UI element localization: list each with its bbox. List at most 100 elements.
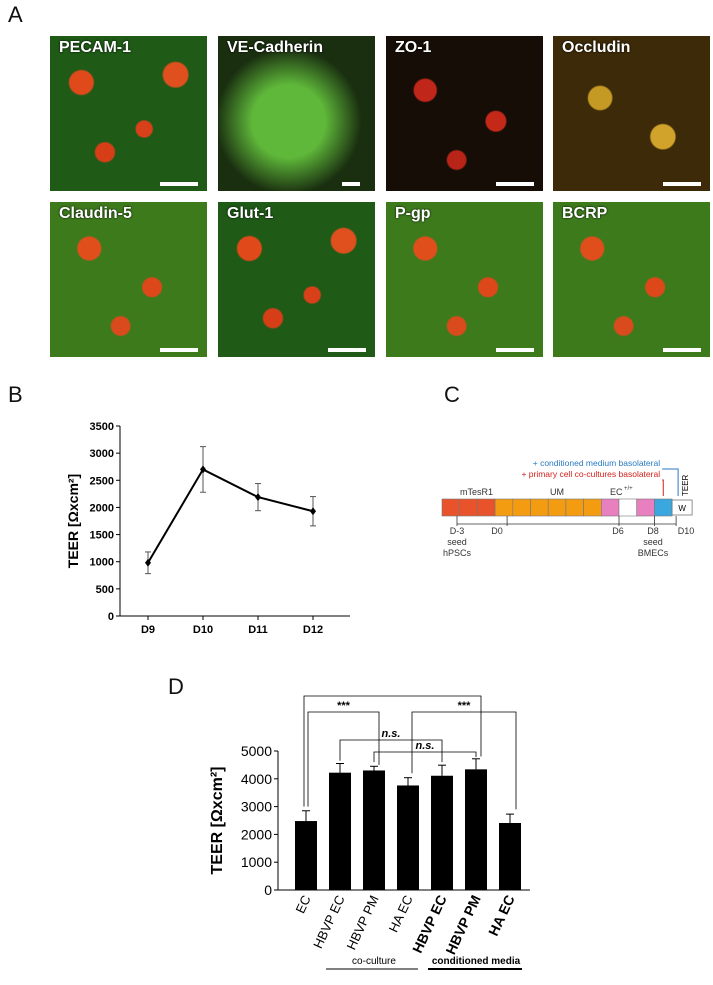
micrograph-label: BCRP [562,205,608,222]
timeline-tick-label: D10 [677,526,695,536]
stage-label: EC [610,487,623,497]
panel-letter-b: B [8,382,23,407]
micrograph-label: P-gp [395,205,431,222]
x-tick-label: D11 [248,624,268,636]
x-tick-label: HBVP PM [442,893,483,957]
micrograph-image [553,36,710,191]
coculture-arrow [662,479,664,496]
timeline-cell [654,498,673,517]
y-tick-label: 0 [108,611,114,623]
sig-bracket-ec-hbvppm [307,711,380,807]
data-point [255,493,261,502]
timeline-cell [636,498,655,517]
y-tick-label: 2000 [90,502,114,514]
y-axis-label: TEER [Ωxcm²] [209,767,226,875]
sig-bracket-ec-hbvppm-label: *** [337,700,351,712]
scale-bar [663,182,701,186]
sig-bracket-ec-hbvppm-cm-label: ** [388,690,397,696]
micrograph-label: Claudin-5 [59,205,132,222]
timeline-tick-label: D8 seed BMECs [637,526,669,558]
bar [363,770,385,890]
x-tick-label: HBVP EC [310,893,348,951]
x-tick-label: EC [292,893,313,916]
micrograph-label: Occludin [562,39,631,56]
micrograph-image [386,36,543,191]
teer-label: TEER [681,474,690,496]
group-label-coculture: co-culture [352,956,396,967]
x-tick-label: HA EC [485,893,518,939]
data-point [145,558,151,567]
micrograph-tile: PECAM-1 [50,36,207,191]
y-tick-label: 3500 [90,421,114,433]
scale-bar [496,348,534,352]
stage-label: UM [550,487,564,497]
bar [431,775,453,890]
differentiation-timeline: W TEER mTesR1 UM EC +/+ + conditioned medium b… [441,458,693,526]
data-point [310,507,316,516]
y-tick-label: 3000 [241,799,272,815]
x-tick-label: HA EC [386,893,416,935]
scale-bar [160,348,198,352]
scale-bar [496,182,534,186]
teer-line [147,468,314,564]
panel-letter-c: C [444,382,460,407]
timeline-cell [512,498,531,517]
sig-bracket-hbvpec-label: n.s. [382,728,401,740]
x-tick-label: D12 [303,624,323,636]
conditioned-arrow [662,468,679,496]
y-tick-label: 5000 [241,743,272,759]
sig-bracket-hbvpec [339,739,443,763]
y-tick-label: 500 [96,584,114,596]
timeline-tick-label: D-3 seed hPSCs [442,526,471,558]
bar [329,772,351,890]
scale-bar [160,182,198,186]
micrograph-image [50,36,207,191]
timeline-tick-label: D6 [612,526,624,536]
sig-bracket-ec-hbvppm-cm [303,695,482,807]
micrograph-image [386,202,543,357]
scale-bar [328,348,366,352]
scale-bar [663,348,701,352]
micrograph-image [553,202,710,357]
micrograph-label: ZO-1 [395,39,432,56]
sig-bracket-haec [411,711,517,810]
x-tick-label: D9 [141,624,155,636]
bar [499,823,521,890]
y-tick-label: 1000 [241,854,272,870]
data-point [200,465,206,474]
timeline-cell [441,498,461,517]
micrograph-image [218,202,375,357]
conditioned-medium-label: + conditioned medium basolateral [533,458,660,468]
micrograph-tile: Occludin [553,36,710,191]
bar [295,821,317,890]
micrograph-tile: ZO-1 [386,36,543,191]
sig-bracket-haec-label: *** [458,700,472,712]
sig-bracket-hbvppm [373,751,477,763]
bar [397,785,419,890]
timeline-cell [547,498,567,517]
y-tick-label: 1500 [90,530,114,542]
w-box [671,499,693,516]
timeline-cell [530,498,549,517]
timeline-cell [583,498,602,517]
group-label-conditioned: conditioned media [432,956,521,967]
timeline-cell [601,498,620,517]
w-label: W [678,504,686,513]
panel-letter-a: A [8,2,23,27]
micrograph-label: Glut-1 [227,205,274,222]
micrograph-label: PECAM-1 [59,39,132,56]
timeline-cell [477,498,496,517]
y-axis-label: TEER [Ωxcm²] [65,474,81,568]
panel-letter-d: D [168,674,184,699]
scale-bar [342,182,360,186]
micrograph-tile: BCRP [553,202,710,357]
y-tick-label: 0 [264,882,272,898]
micrograph-tile: P-gp [386,202,543,357]
stage-label: mTesR1 [460,487,493,497]
bar [465,769,487,890]
micrograph-tile: Glut-1 [218,202,375,357]
y-tick-label: 1000 [90,557,114,569]
timeline-tick-label: D0 [491,526,503,536]
primary-coculture-label: + primary cell co-cultures basolateral [521,469,660,479]
